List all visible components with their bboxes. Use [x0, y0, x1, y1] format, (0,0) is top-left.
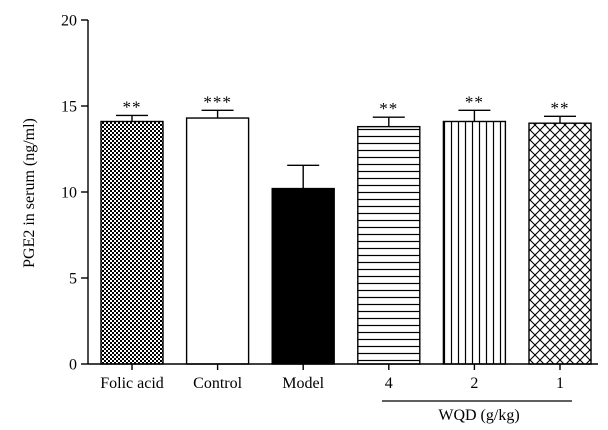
significance-label: ** — [379, 99, 398, 118]
x-tick-label: 4 — [385, 375, 393, 392]
significance-label: ** — [465, 92, 484, 111]
y-axis: 0 5 10 15 20 — [61, 13, 89, 374]
x-tick-label: Model — [282, 375, 324, 392]
y-tick-label: 0 — [69, 357, 77, 374]
group-label: WQD (g/kg) — [438, 407, 519, 424]
bar-4 — [442, 120, 507, 365]
y-tick-label: 10 — [61, 185, 77, 202]
significance-label: ** — [123, 97, 142, 116]
significance-label: ** — [551, 98, 570, 117]
x-axis: Folic acid Control Model 4 2 1 — [88, 363, 598, 392]
x-tick-label: 2 — [470, 375, 478, 392]
bar-1 — [185, 117, 250, 365]
bar-2 — [271, 187, 335, 365]
x-tick-label: 1 — [556, 375, 564, 392]
y-axis-title: PGE2 in serum (ng/ml) — [21, 118, 38, 268]
x-tick-label: Control — [193, 375, 242, 392]
bar-5 — [528, 122, 592, 365]
bar-3 — [357, 125, 421, 365]
bar-0 — [100, 120, 164, 365]
significance-label: *** — [203, 92, 232, 111]
y-tick-label: 20 — [61, 13, 77, 30]
y-tick-label: 15 — [61, 99, 77, 116]
x-tick-label: Folic acid — [100, 375, 164, 392]
bars-layer: ** *** ** ** ** — [100, 92, 592, 365]
y-tick-label: 5 — [69, 271, 77, 288]
